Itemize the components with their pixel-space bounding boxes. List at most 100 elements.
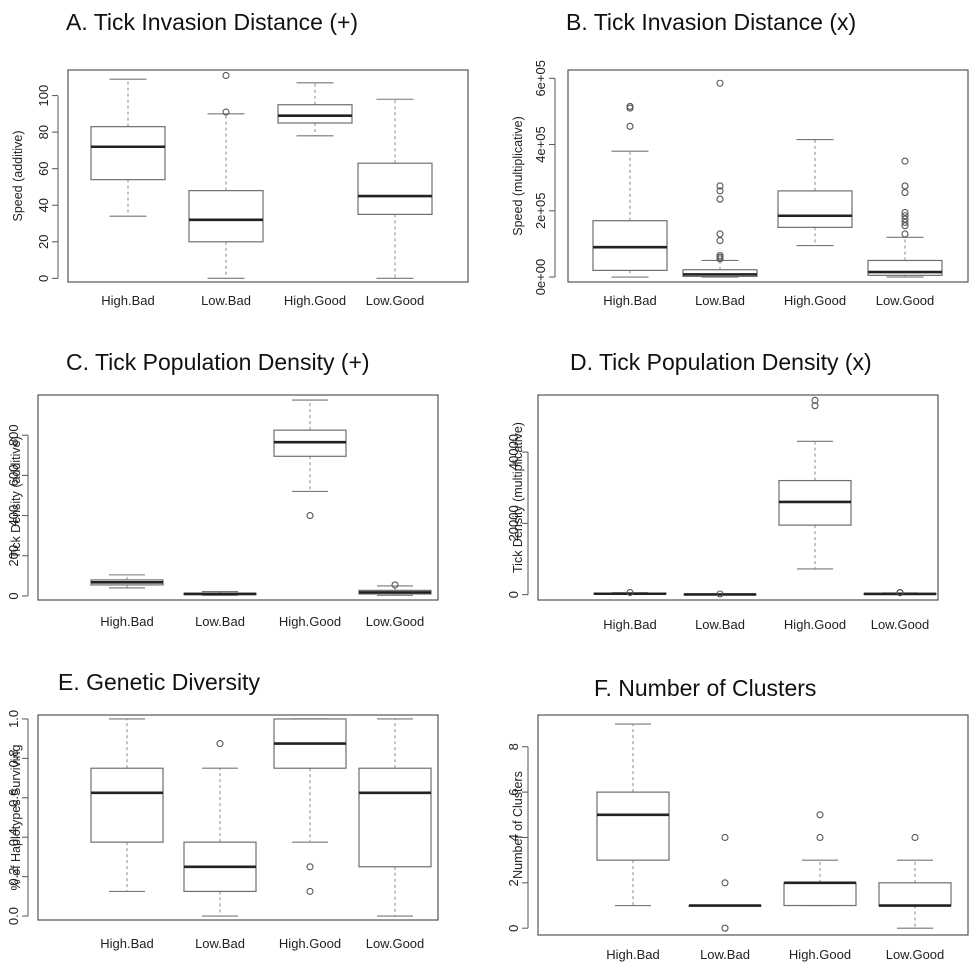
outlier-point — [716, 79, 724, 87]
y-tick-label: 100 — [36, 85, 51, 107]
panel-title: B. Tick Invasion Distance (x) — [566, 9, 856, 35]
iqr-box — [90, 767, 164, 843]
panel-title: C. Tick Population Density (+) — [66, 349, 370, 375]
box-high-bad — [596, 723, 670, 907]
y-tick-label: 0.4 — [6, 828, 21, 846]
outlier-point — [716, 187, 724, 195]
y-axis-label: Speed (additive) — [11, 130, 25, 221]
iqr-box — [357, 162, 433, 215]
y-tick-label: 0.0 — [6, 907, 21, 925]
y-axis-label: Number of Clusters — [511, 771, 525, 879]
outlier-point — [716, 251, 724, 260]
outlier-point — [216, 740, 224, 748]
outlier-point — [626, 588, 634, 597]
y-tick-label: 80 — [36, 125, 51, 139]
x-tick-label: High.Good — [284, 293, 346, 308]
x-tick-label: Low.Bad — [695, 617, 745, 632]
panel-d: D. Tick Population Density (x) 0 20000 4000… — [506, 349, 939, 632]
box-high-bad — [90, 78, 166, 217]
outlier-point — [716, 195, 724, 203]
x-tick-label: High.Good — [279, 614, 341, 629]
plot-frame — [67, 69, 469, 283]
y-tick-label: 0 — [6, 592, 21, 599]
x-tick-label: Low.Good — [886, 947, 945, 962]
y-tick-label: 4 — [506, 834, 521, 841]
iqr-box — [777, 190, 853, 228]
iqr-box — [358, 767, 432, 868]
y-tick-label: 0.8 — [6, 749, 21, 767]
iqr-box — [878, 882, 952, 907]
y-axis-label: Tick Density (additive) — [9, 436, 23, 559]
box-high-good — [778, 396, 852, 570]
y-axis-label: Speed (multiplicative) — [511, 116, 525, 236]
y-tick-label: 600 — [6, 465, 21, 487]
y-tick-label: 0 — [506, 591, 521, 598]
y-tick-label: 40 — [36, 198, 51, 212]
outlier-point — [716, 237, 724, 245]
box-low-good — [358, 718, 432, 917]
x-tick-label: Low.Bad — [700, 947, 750, 962]
iqr-box — [277, 104, 353, 124]
y-tick-label: 0e+00 — [533, 259, 548, 296]
outlier-point — [901, 215, 909, 223]
plot-frame — [567, 69, 969, 283]
box-low-good — [867, 157, 943, 278]
outlier-point — [901, 157, 909, 165]
outlier-point — [911, 833, 919, 842]
panel-title: A. Tick Invasion Distance (+) — [66, 9, 358, 35]
x-tick-label: High.Bad — [606, 947, 659, 962]
iqr-box — [188, 190, 264, 243]
box-low-bad — [183, 591, 257, 596]
outlier-point — [901, 182, 909, 190]
box-high-good — [277, 82, 353, 137]
outlier-point — [811, 396, 819, 404]
panel-b: B. Tick Invasion Distance (x) 0e+00 2e+05 4… — [511, 9, 969, 308]
outlier-point — [716, 230, 724, 238]
x-tick-label: Low.Good — [876, 293, 935, 308]
box-low-good — [878, 833, 952, 929]
y-tick-label: 6 — [506, 788, 521, 795]
outlier-point — [306, 887, 314, 895]
iqr-box — [783, 882, 857, 907]
box-high-bad — [592, 102, 668, 278]
outlier-point — [896, 588, 904, 597]
iqr-box — [682, 269, 758, 277]
outlier-point — [901, 230, 909, 238]
outlier-point — [721, 924, 729, 932]
plot-frame — [537, 394, 939, 601]
box-high-good — [783, 811, 857, 907]
iqr-box — [592, 220, 668, 272]
x-tick-label: High.Bad — [603, 617, 656, 632]
box-low-good — [863, 588, 937, 597]
y-tick-label: 20000 — [506, 505, 521, 541]
x-tick-label: High.Good — [784, 293, 846, 308]
outlier-point — [306, 512, 314, 520]
y-tick-label: 40000 — [506, 434, 521, 470]
outlier-point — [716, 590, 724, 598]
y-tick-label: 0 — [36, 275, 51, 282]
x-tick-label: High.Good — [789, 947, 851, 962]
outlier-point — [716, 182, 724, 190]
y-tick-label: 800 — [6, 424, 21, 446]
y-tick-label: 0.2 — [6, 868, 21, 886]
outlier-point — [901, 218, 909, 226]
panel-title: E. Genetic Diversity — [58, 669, 260, 695]
outlier-point — [391, 581, 399, 589]
box-low-good — [358, 581, 432, 596]
x-tick-label: High.Good — [784, 617, 846, 632]
outlier-point — [721, 879, 729, 887]
y-tick-label: 60 — [36, 161, 51, 175]
x-tick-label: High.Good — [279, 936, 341, 951]
x-tick-label: Low.Good — [366, 614, 425, 629]
plot-frame — [37, 394, 439, 601]
box-low-bad — [183, 740, 257, 917]
box-low-good — [357, 98, 433, 279]
y-tick-label: 20 — [36, 235, 51, 249]
outlier-point — [901, 212, 909, 220]
outlier-point — [222, 71, 230, 80]
x-tick-label: Low.Bad — [201, 293, 251, 308]
x-tick-label: Low.Good — [366, 936, 425, 951]
y-tick-label: 6e+05 — [533, 60, 548, 97]
plot-frame — [537, 714, 969, 936]
